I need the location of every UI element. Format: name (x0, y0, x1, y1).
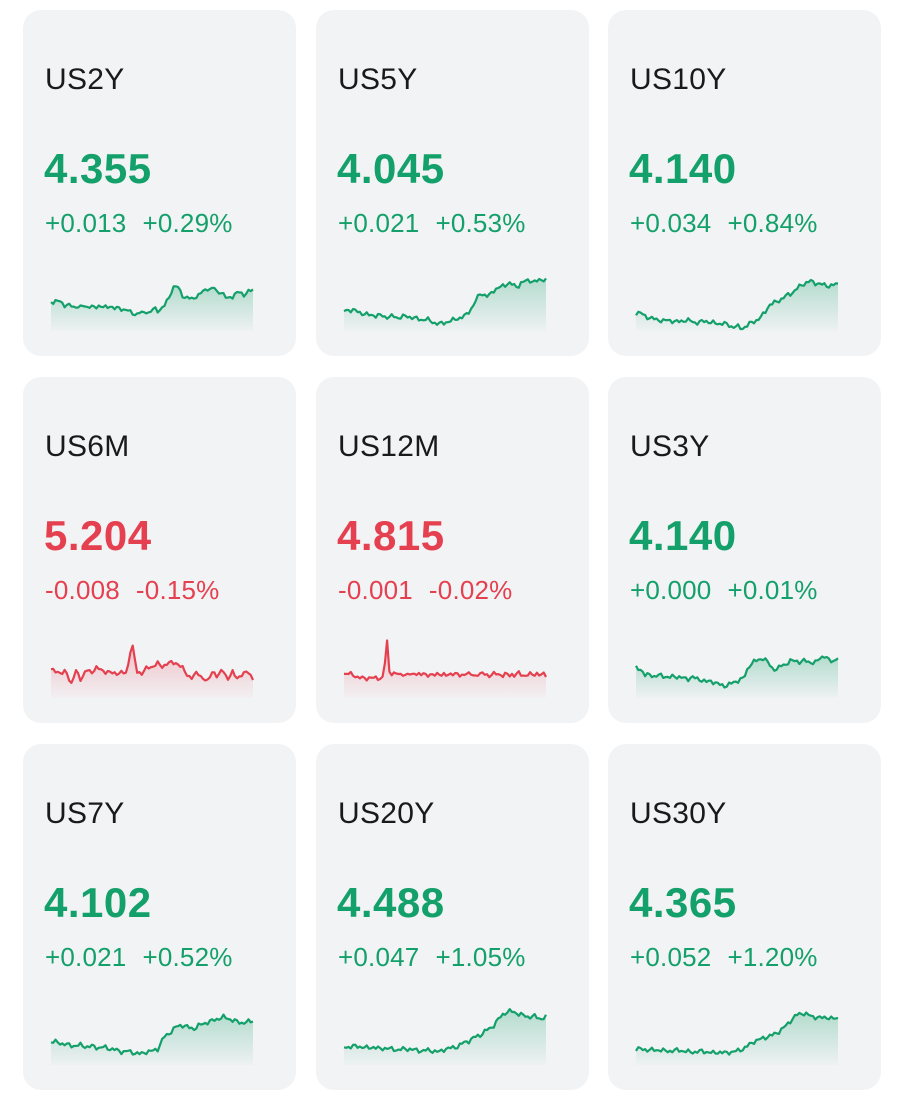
quote-change-percent: +0.01% (727, 575, 818, 605)
sparkline-line (50, 285, 254, 317)
sparkline-line (343, 639, 547, 682)
sparkline-chart (50, 285, 254, 331)
quote-price: 4.365 (629, 879, 737, 926)
quote-change: +0.000 (630, 575, 712, 605)
quote-price: 5.204 (44, 512, 152, 559)
sparkline-chart (343, 277, 547, 331)
quote-change-percent: +0.84% (727, 208, 818, 238)
quote-change: -0.008 (45, 575, 120, 605)
quote-change: +0.047 (338, 942, 420, 972)
sparkline-line (50, 644, 255, 684)
quote-change-row: +0.021 +0.53% (338, 208, 526, 239)
quote-change-row: +0.013 +0.29% (45, 208, 233, 239)
quote-card-us7y[interactable]: US7Y 4.102 +0.021 +0.52% (23, 744, 296, 1090)
sparkline-area (636, 656, 838, 698)
quote-price: 4.102 (44, 879, 152, 926)
quote-price: 4.045 (337, 145, 445, 192)
quote-change-percent: +0.29% (142, 208, 233, 238)
quote-symbol: US10Y (630, 63, 727, 96)
quote-change-row: +0.034 +0.84% (630, 208, 818, 239)
sparkline-area (636, 1012, 838, 1065)
quote-change-percent: +0.52% (142, 942, 233, 972)
quote-symbol: US2Y (45, 63, 125, 96)
sparkline-area (344, 1009, 546, 1065)
quote-change: +0.021 (45, 942, 127, 972)
sparkline-chart (635, 1011, 839, 1065)
sparkline-area (51, 286, 253, 331)
quote-change-row: -0.001 -0.02% (338, 575, 513, 606)
quote-change-percent: +1.05% (435, 942, 526, 972)
quote-change-row: +0.000 +0.01% (630, 575, 818, 606)
quote-change: +0.052 (630, 942, 712, 972)
quote-price: 4.355 (44, 145, 152, 192)
sparkline-area (344, 640, 546, 698)
quote-card-us10y[interactable]: US10Y 4.140 +0.034 +0.84% (608, 10, 881, 356)
sparkline-chart (635, 655, 839, 698)
quote-symbol: US7Y (45, 797, 125, 830)
sparkline-area (51, 645, 253, 698)
quote-symbol: US12M (338, 430, 440, 463)
sparkline-chart (50, 644, 255, 698)
quote-card-us12m[interactable]: US12M 4.815 -0.001 -0.02% (316, 377, 589, 723)
quote-change-percent: +1.20% (727, 942, 818, 972)
quote-card-us2y[interactable]: US2Y 4.355 +0.013 +0.29% (23, 10, 296, 356)
quote-card-us5y[interactable]: US5Y 4.045 +0.021 +0.53% (316, 10, 589, 356)
quote-symbol: US6M (45, 430, 130, 463)
sparkline-chart (343, 639, 547, 698)
sparkline-line (343, 277, 547, 326)
quote-price: 4.140 (629, 145, 737, 192)
quote-change: -0.001 (338, 575, 413, 605)
quote-card-us6m[interactable]: US6M 5.204 -0.008 -0.15% (23, 377, 296, 723)
quote-price: 4.488 (337, 879, 445, 926)
quote-price: 4.815 (337, 512, 445, 559)
quote-change-percent: -0.15% (135, 575, 220, 605)
sparkline-chart (50, 1013, 254, 1065)
sparkline-line (635, 655, 839, 689)
quote-symbol: US30Y (630, 797, 727, 830)
quote-symbol: US3Y (630, 430, 710, 463)
quote-change-percent: -0.02% (428, 575, 513, 605)
quote-change-row: -0.008 -0.15% (45, 575, 220, 606)
sparkline-area (636, 280, 838, 331)
sparkline-chart (343, 1008, 547, 1065)
quote-change-row: +0.047 +1.05% (338, 942, 526, 973)
quote-change: +0.021 (338, 208, 420, 238)
quote-symbol: US5Y (338, 63, 418, 96)
quote-change-percent: +0.53% (435, 208, 526, 238)
quote-price: 4.140 (629, 512, 737, 559)
quote-symbol: US20Y (338, 797, 435, 830)
sparkline-line (50, 1013, 254, 1056)
sparkline-line (635, 278, 839, 331)
quote-card-us30y[interactable]: US30Y 4.365 +0.052 +1.20% (608, 744, 881, 1090)
quote-change: +0.013 (45, 208, 127, 238)
quote-change-row: +0.052 +1.20% (630, 942, 818, 973)
quote-card-us3y[interactable]: US3Y 4.140 +0.000 +0.01% (608, 377, 881, 723)
quote-change: +0.034 (630, 208, 712, 238)
quote-card-us20y[interactable]: US20Y 4.488 +0.047 +1.05% (316, 744, 589, 1090)
sparkline-area (51, 1014, 253, 1065)
sparkline-line (343, 1008, 547, 1054)
sparkline-line (635, 1011, 839, 1056)
sparkline-chart (635, 278, 839, 331)
quote-change-row: +0.021 +0.52% (45, 942, 233, 973)
